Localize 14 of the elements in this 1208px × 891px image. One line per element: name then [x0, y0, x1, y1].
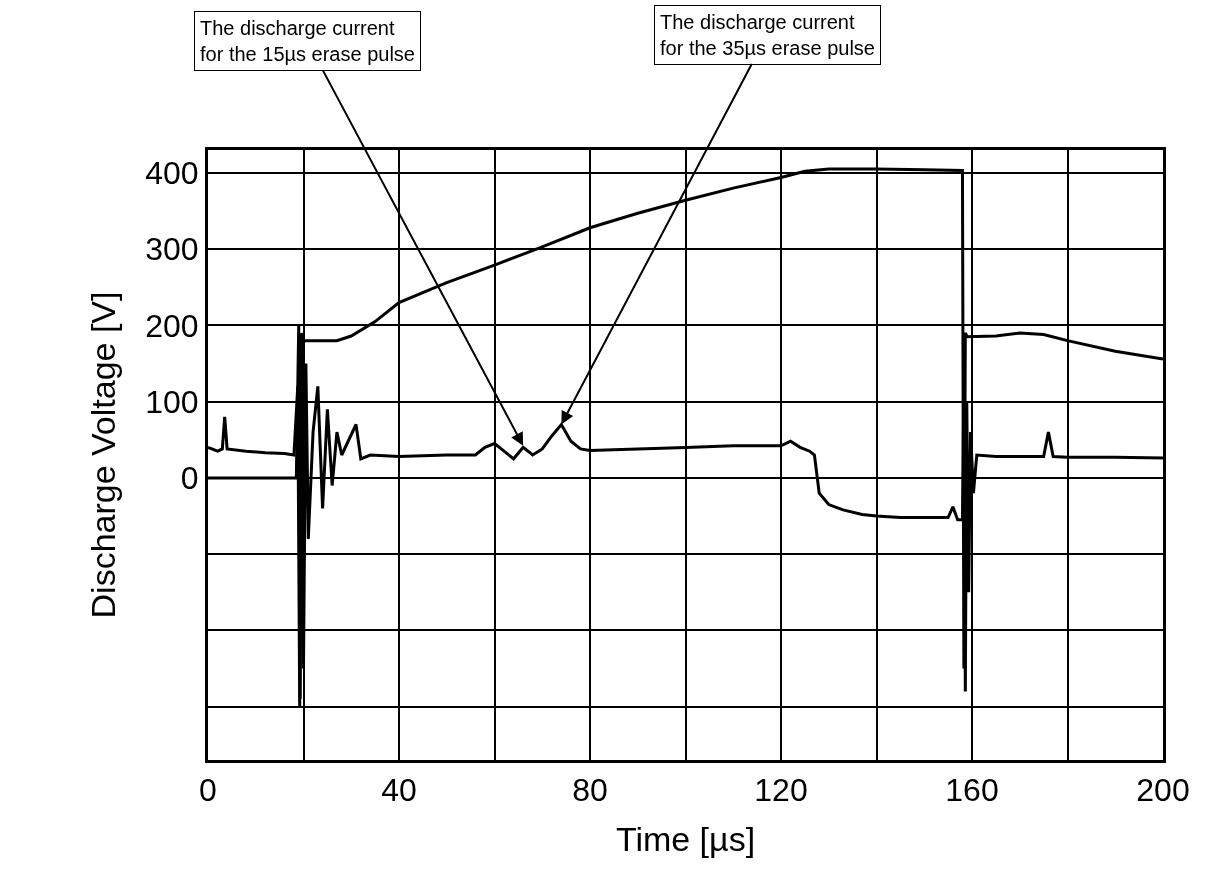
y-tick-label: 100	[145, 383, 199, 420]
x-tick-label: 120	[754, 772, 808, 809]
annotation: The discharge current for the 15µs erase pulse	[200, 17, 415, 65]
annotation: The discharge current for the 35µs erase pulse	[660, 11, 875, 59]
y-tick-label: 200	[145, 307, 199, 344]
x-tick-label: 200	[1136, 772, 1190, 809]
y-tick-label: 300	[145, 231, 199, 268]
y-tick-label: 400	[145, 155, 199, 192]
x-axis-title: Time [µs]	[615, 819, 756, 858]
y-tick-label: 0	[180, 460, 199, 497]
x-tick-label: 40	[381, 772, 417, 809]
x-tick-label: 80	[572, 772, 608, 809]
y-axis-title: Discharge Voltage [V]	[83, 291, 122, 619]
x-tick-label: 160	[945, 772, 999, 809]
